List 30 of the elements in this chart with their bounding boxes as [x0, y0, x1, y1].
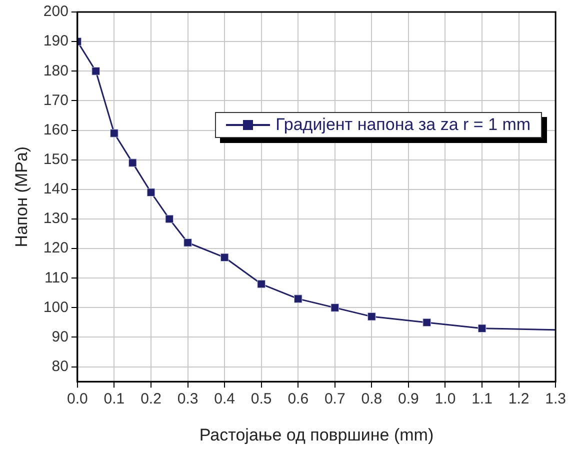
x-tick-label: 1.2 [508, 390, 530, 408]
y-tick-label: 120 [43, 240, 68, 257]
y-tick-label: 90 [52, 328, 68, 346]
y-tick-label: 180 [43, 62, 68, 80]
y-tick-label: 160 [43, 121, 68, 138]
y-tick-label: 80 [52, 358, 68, 375]
y-axis-title: Напон (MPa) [12, 146, 31, 248]
x-tick-label: 0.6 [288, 390, 309, 408]
x-tick-label: 1.1 [472, 390, 492, 408]
x-tick-label: 0.5 [250, 390, 272, 408]
x-axis-title: Растојање од површине (mm) [199, 425, 434, 444]
x-tick-label: 1.0 [434, 390, 456, 408]
y-tick-label: 200 [43, 3, 68, 20]
x-tick-label: 0.9 [398, 390, 419, 408]
x-tick-label: 1.3 [545, 390, 566, 408]
y-tick-label: 190 [43, 32, 68, 50]
y-tick-label: 110 [44, 269, 68, 286]
x-tick-label: 0.4 [214, 390, 235, 408]
x-tick-label: 0.1 [104, 390, 125, 408]
y-tick-label: 100 [43, 298, 68, 316]
x-tick-label: 0.7 [324, 390, 346, 408]
y-tick-label: 130 [43, 210, 68, 228]
x-tick-label: 0.0 [66, 390, 88, 408]
x-tick-label: 0.8 [361, 390, 382, 408]
x-tick-label: 0.3 [177, 390, 198, 408]
legend-label: Градијент напона за za r = 1 mm [276, 115, 531, 135]
y-tick-label: 170 [43, 92, 68, 109]
y-tick-label: 140 [43, 180, 68, 198]
x-tick-label: 0.2 [140, 390, 162, 408]
y-tick-label: 150 [43, 150, 68, 168]
